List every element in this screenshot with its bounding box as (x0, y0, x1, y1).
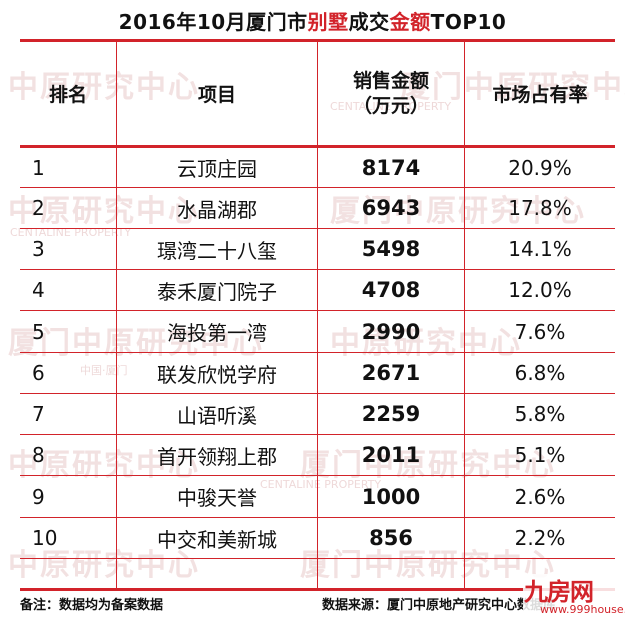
header-amount-unit: （万元） (352, 94, 429, 117)
header-amount: 销售金额 （万元） (318, 42, 464, 145)
cell-amount: 8174 (361, 155, 421, 180)
cell-rank: 6 (32, 361, 45, 385)
title-middle: 成交 (348, 10, 390, 34)
cell-rank: 3 (32, 237, 45, 261)
cell-amount: 856 (369, 526, 413, 550)
cell-share: 12.0% (508, 278, 572, 302)
logo-badge (523, 574, 621, 620)
header-rank: 排名 (48, 84, 87, 106)
cell-project: 山语听溪 (177, 403, 257, 428)
cell-project: 泰禾厦门院子 (157, 279, 277, 304)
title-highlight-villa: 别墅 (307, 10, 349, 34)
watermark-text: 中国·厦门 (80, 364, 128, 377)
footer-source: 数据来源：厦门中原地产研究中心数据库 (322, 598, 557, 613)
table-title: 2016年10月厦门市别墅成交金额TOP10 (0, 6, 625, 38)
cell-amount: 2259 (361, 402, 421, 426)
cell-share: 7.6% (514, 319, 566, 344)
cell-share: 14.1% (508, 237, 572, 261)
cell-amount: 2671 (361, 361, 421, 385)
header-share: 市场占有率 (492, 84, 588, 106)
column-divider (116, 40, 117, 591)
cell-project: 联发欣悦学府 (157, 362, 277, 387)
cell-rank: 8 (32, 443, 45, 467)
header-project: 项目 (197, 84, 236, 106)
logo-text: 九房网 (524, 578, 594, 606)
cell-project: 首开领翔上郡 (157, 444, 277, 469)
cell-rank: 1 (32, 155, 45, 180)
watermark-text: CENTALINE PROPERTY (330, 100, 452, 113)
cell-project: 海投第一湾 (167, 321, 267, 345)
cell-amount: 5498 (361, 237, 421, 261)
header-amount-label: 销售金额 (352, 69, 429, 92)
cell-amount: 2011 (361, 443, 421, 467)
cell-share: 6.8% (514, 361, 566, 385)
cell-project: 璟湾二十八玺 (157, 238, 277, 263)
cell-share: 2.6% (514, 484, 566, 509)
cell-project: 云顶庄园 (177, 157, 257, 181)
cell-project: 水晶湖郡 (177, 197, 257, 222)
cell-rank: 4 (32, 278, 45, 302)
title-prefix: 2016年10月厦门市 (118, 10, 308, 34)
cell-amount: 4708 (361, 278, 421, 302)
cell-rank: 9 (32, 484, 45, 509)
cell-project: 中交和美新城 (157, 527, 277, 552)
watermark-text: CENTALINE PROPERTY (10, 226, 132, 239)
cell-share: 5.8% (514, 402, 566, 426)
title-suffix: TOP10 (430, 10, 507, 34)
column-divider (464, 40, 465, 591)
cell-share: 20.9% (508, 155, 572, 180)
cell-share: 17.8% (508, 196, 572, 220)
cell-amount: 2990 (361, 319, 421, 344)
watermark-text: CENTALINE PROPERTY (260, 478, 382, 491)
footer-note: 备注：数据均为备案数据 (20, 598, 164, 613)
cell-rank: 10 (32, 526, 58, 550)
cell-share: 2.2% (514, 526, 566, 550)
cell-amount: 6943 (361, 196, 421, 220)
cell-rank: 7 (32, 402, 45, 426)
cell-rank: 5 (32, 319, 45, 344)
cell-share: 5.1% (514, 443, 566, 467)
column-divider (317, 40, 318, 591)
cell-project: 中骏天誉 (177, 486, 257, 510)
cell-rank: 2 (32, 196, 45, 220)
title-highlight-amount: 金额 (389, 10, 431, 34)
logo-url: www.999house.com (540, 603, 625, 616)
cell-amount: 1000 (361, 484, 421, 509)
